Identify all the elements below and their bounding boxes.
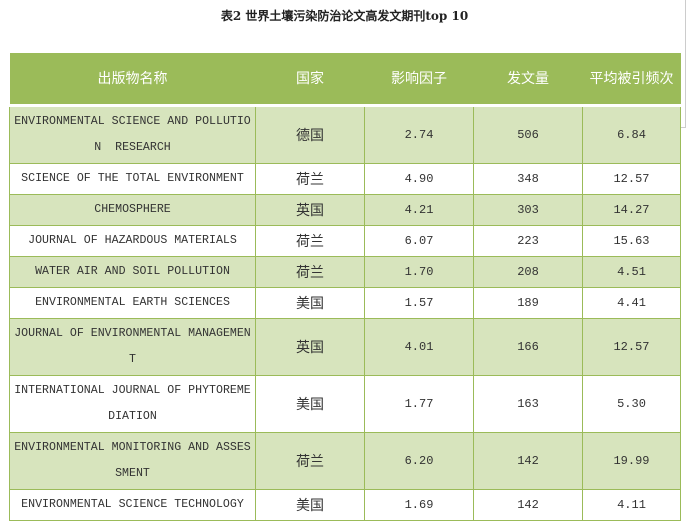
country-cell: 荷兰 [255, 432, 365, 490]
table-row: JOURNAL OF HAZARDOUS MATERIALS 荷兰 6.07 223 1… [9, 225, 681, 257]
impact-factor-cell: 4.01 [364, 318, 474, 376]
impact-factor-cell: 1.57 [364, 287, 474, 319]
impact-factor-cell: 2.74 [364, 105, 474, 164]
publication-count-cell: 223 [473, 225, 583, 257]
journal-name-cell: JOURNAL OF HAZARDOUS MATERIALS [9, 225, 256, 257]
journal-name-cell: SCIENCE OF THE TOTAL ENVIRONMENT [9, 163, 256, 195]
impact-factor-cell: 4.21 [364, 194, 474, 226]
publication-count-cell: 163 [473, 375, 583, 433]
journal-name-cell: INTERNATIONAL JOURNAL OF PHYTOREMEDIATIO… [9, 375, 256, 433]
country-cell: 美国 [255, 375, 365, 433]
publication-count-cell: 348 [473, 163, 583, 195]
table-title: 表2 世界土壤污染防治论文高发文期刊top 10 [220, 9, 469, 23]
publication-count-cell: 303 [473, 194, 583, 226]
impact-factor-cell: 1.70 [364, 256, 474, 288]
impact-factor-cell: 6.07 [364, 225, 474, 257]
header-avg-citations: 平均被引频次 [582, 53, 681, 106]
table-row: ENVIRONMENTAL MONITORING AND ASSESSMENT 荷… [9, 432, 681, 490]
journal-name-cell: ENVIRONMENTAL MONITORING AND ASSESSMENT [9, 432, 256, 490]
country-cell: 荷兰 [255, 163, 365, 195]
table-row: JOURNAL OF ENVIRONMENTAL MANAGEMENT 英国 4.0… [9, 318, 681, 376]
table-row: WATER AIR AND SOIL POLLUTION 荷兰 1.70 208 4.5… [9, 256, 681, 288]
avg-citations-cell: 12.57 [582, 163, 681, 195]
avg-citations-cell: 19.99 [582, 432, 681, 490]
country-cell: 荷兰 [255, 256, 365, 288]
impact-factor-cell: 4.90 [364, 163, 474, 195]
journal-name-cell: CHEMOSPHERE [9, 194, 256, 226]
avg-citations-cell: 4.41 [582, 287, 681, 319]
journal-name-cell: ENVIRONMENTAL EARTH SCIENCES [9, 287, 256, 319]
country-cell: 美国 [255, 489, 365, 521]
journal-name-cell: ENVIRONMENTAL SCIENCE AND POLLUTION RESE… [9, 105, 256, 164]
avg-citations-cell: 5.30 [582, 375, 681, 433]
table-row: INTERNATIONAL JOURNAL OF PHYTOREMEDIATIO… [9, 375, 681, 433]
avg-citations-cell: 14.27 [582, 194, 681, 226]
table-row: ENVIRONMENTAL SCIENCE AND POLLUTION RESE… [9, 105, 681, 164]
header-impact-factor: 影响因子 [364, 53, 474, 106]
table-row: ENVIRONMENTAL EARTH SCIENCES 美国 1.57 189 4.4… [9, 287, 681, 319]
impact-factor-cell: 1.77 [364, 375, 474, 433]
country-cell: 荷兰 [255, 225, 365, 257]
journals-table: 出版物名称 国家 影响因子 发文量 平均被引频次 ENVIRONMENTAL S… [9, 53, 681, 521]
table-row: CHEMOSPHERE 英国 4.21 303 14.27 [9, 194, 681, 226]
impact-factor-cell: 1.69 [364, 489, 474, 521]
avg-citations-cell: 15.63 [582, 225, 681, 257]
journal-name-cell: JOURNAL OF ENVIRONMENTAL MANAGEMENT [9, 318, 256, 376]
header-row: 出版物名称 国家 影响因子 发文量 平均被引频次 [9, 53, 681, 106]
avg-citations-cell: 12.57 [582, 318, 681, 376]
publication-count-cell: 189 [473, 287, 583, 319]
divider [685, 0, 686, 128]
header-name: 出版物名称 [9, 53, 256, 106]
country-cell: 美国 [255, 287, 365, 319]
publication-count-cell: 208 [473, 256, 583, 288]
table-row: SCIENCE OF THE TOTAL ENVIRONMENT 荷兰 4.90 34… [9, 163, 681, 195]
impact-factor-cell: 6.20 [364, 432, 474, 490]
divider [676, 127, 686, 128]
publication-count-cell: 166 [473, 318, 583, 376]
publication-count-cell: 142 [473, 489, 583, 521]
avg-citations-cell: 4.11 [582, 489, 681, 521]
header-count: 发文量 [473, 53, 583, 106]
publication-count-cell: 142 [473, 432, 583, 490]
avg-citations-cell: 4.51 [582, 256, 681, 288]
journal-name-cell: WATER AIR AND SOIL POLLUTION [9, 256, 256, 288]
country-cell: 德国 [255, 105, 365, 164]
publication-count-cell: 506 [473, 105, 583, 164]
country-cell: 英国 [255, 194, 365, 226]
header-country: 国家 [255, 53, 365, 106]
avg-citations-cell: 6.84 [582, 105, 681, 164]
table-row: ENVIRONMENTAL SCIENCE TECHNOLOGY 美国 1.69 14… [9, 489, 681, 521]
country-cell: 英国 [255, 318, 365, 376]
journal-name-cell: ENVIRONMENTAL SCIENCE TECHNOLOGY [9, 489, 256, 521]
